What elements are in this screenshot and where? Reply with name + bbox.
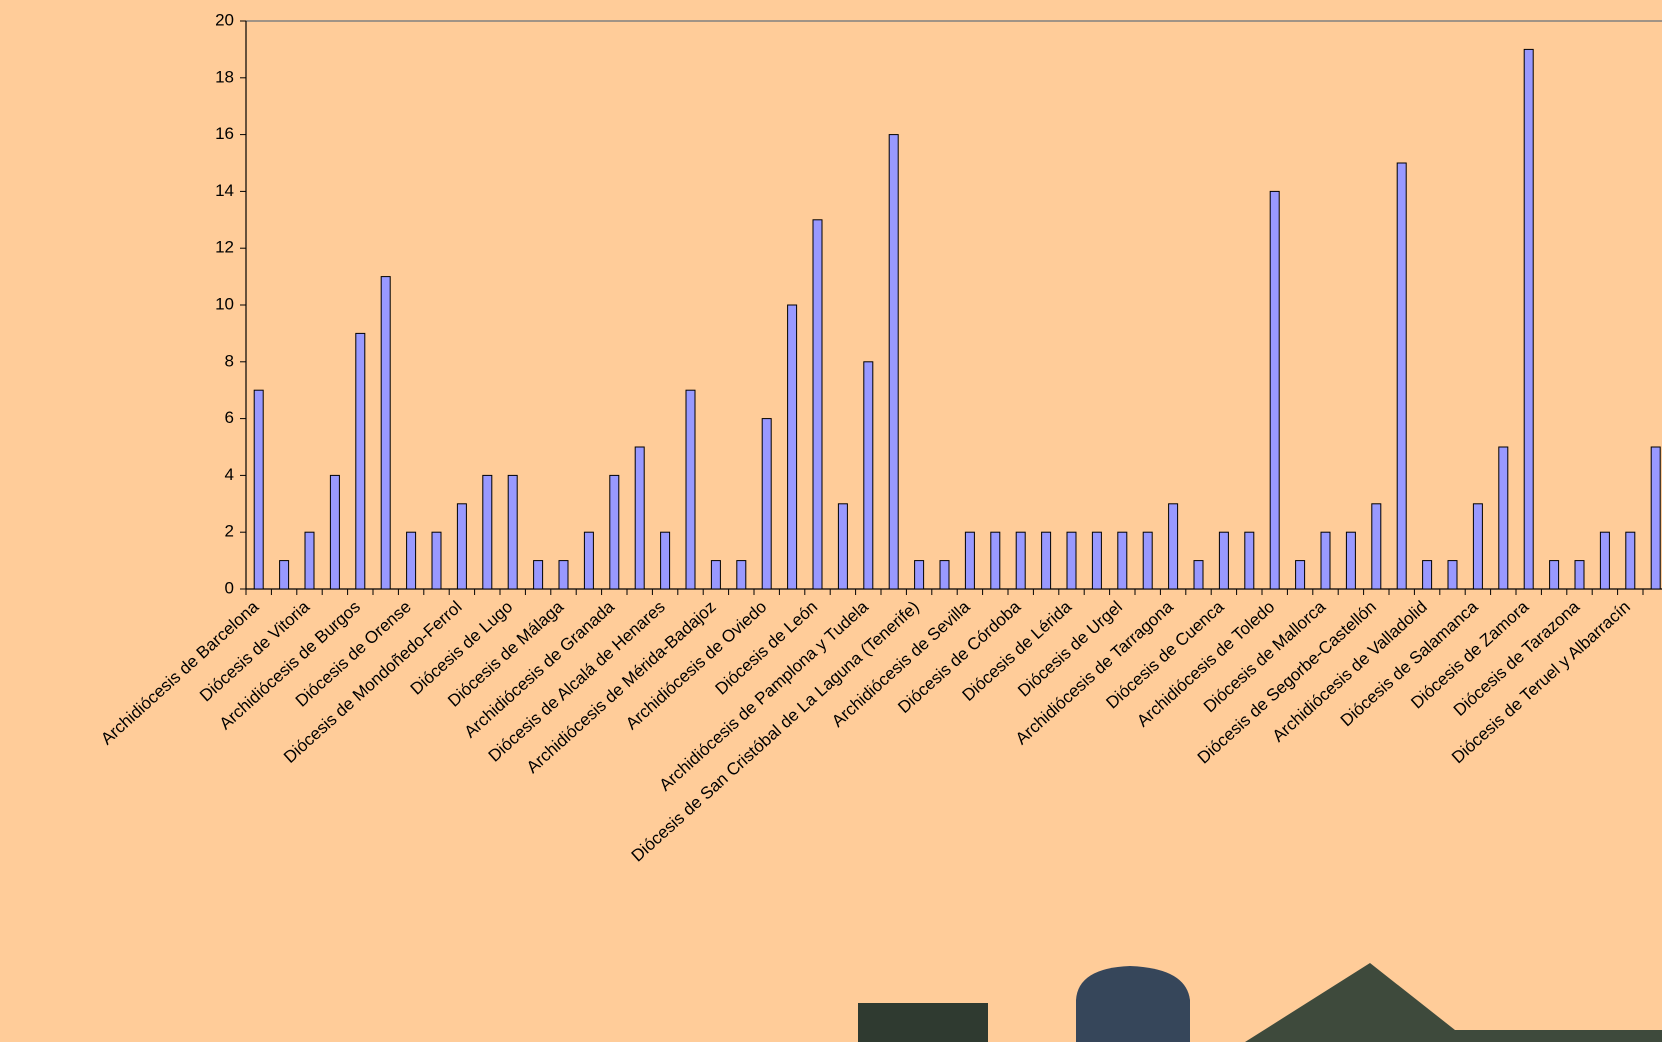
bar xyxy=(1118,532,1127,589)
bar xyxy=(1372,504,1381,589)
y-tick-label: 18 xyxy=(215,67,234,86)
bar xyxy=(1270,191,1279,589)
bar xyxy=(1016,532,1025,589)
bar xyxy=(762,419,771,589)
y-tick-label: 20 xyxy=(215,10,234,29)
bar xyxy=(1423,561,1432,589)
bar xyxy=(381,277,390,589)
bar xyxy=(1346,532,1355,589)
bar xyxy=(635,447,644,589)
bar xyxy=(508,475,517,589)
bar xyxy=(1143,532,1152,589)
page: {"chart_data": {"type": "bar", "categori… xyxy=(0,0,1662,1042)
bar xyxy=(1448,561,1457,589)
bar xyxy=(1321,532,1330,589)
bar xyxy=(788,305,797,589)
bar xyxy=(991,532,1000,589)
bar xyxy=(457,504,466,589)
bar xyxy=(1473,504,1482,589)
chart: 02468101214161820Archidiócesis de Barcel… xyxy=(0,0,1662,1042)
y-tick-label: 14 xyxy=(215,181,234,200)
bar xyxy=(584,532,593,589)
bar xyxy=(1626,532,1635,589)
bar xyxy=(1194,561,1203,589)
bar xyxy=(280,561,289,589)
bar xyxy=(1524,49,1533,589)
bar xyxy=(1092,532,1101,589)
bar xyxy=(838,504,847,589)
bar xyxy=(1067,532,1076,589)
bar xyxy=(915,561,924,589)
bar xyxy=(254,390,263,589)
y-tick-label: 6 xyxy=(225,408,234,427)
bar xyxy=(1499,447,1508,589)
bar xyxy=(356,333,365,589)
bar xyxy=(1219,532,1228,589)
bar xyxy=(407,532,416,589)
bar xyxy=(686,390,695,589)
bar xyxy=(559,561,568,589)
bar xyxy=(1651,447,1660,589)
bar xyxy=(1169,504,1178,589)
bar xyxy=(940,561,949,589)
bar xyxy=(1245,532,1254,589)
decoration xyxy=(858,963,1662,1042)
y-tick-label: 8 xyxy=(225,351,234,370)
bar xyxy=(1550,561,1559,589)
y-tick-label: 0 xyxy=(225,578,234,597)
y-tick-label: 4 xyxy=(225,465,234,484)
y-tick-label: 16 xyxy=(215,124,234,143)
bar xyxy=(813,220,822,589)
y-tick-label: 10 xyxy=(215,294,234,313)
bar xyxy=(737,561,746,589)
bar xyxy=(1397,163,1406,589)
bar xyxy=(483,475,492,589)
bar xyxy=(1296,561,1305,589)
bar xyxy=(965,532,974,589)
bar xyxy=(889,135,898,589)
bar xyxy=(610,475,619,589)
bar xyxy=(1575,561,1584,589)
bar xyxy=(661,532,670,589)
y-tick-label: 2 xyxy=(225,522,234,541)
bar xyxy=(534,561,543,589)
bar xyxy=(432,532,441,589)
bar xyxy=(330,475,339,589)
y-tick-label: 12 xyxy=(215,238,234,257)
bar xyxy=(1600,532,1609,589)
bar xyxy=(864,362,873,589)
bar xyxy=(1042,532,1051,589)
bar xyxy=(711,561,720,589)
bar xyxy=(305,532,314,589)
